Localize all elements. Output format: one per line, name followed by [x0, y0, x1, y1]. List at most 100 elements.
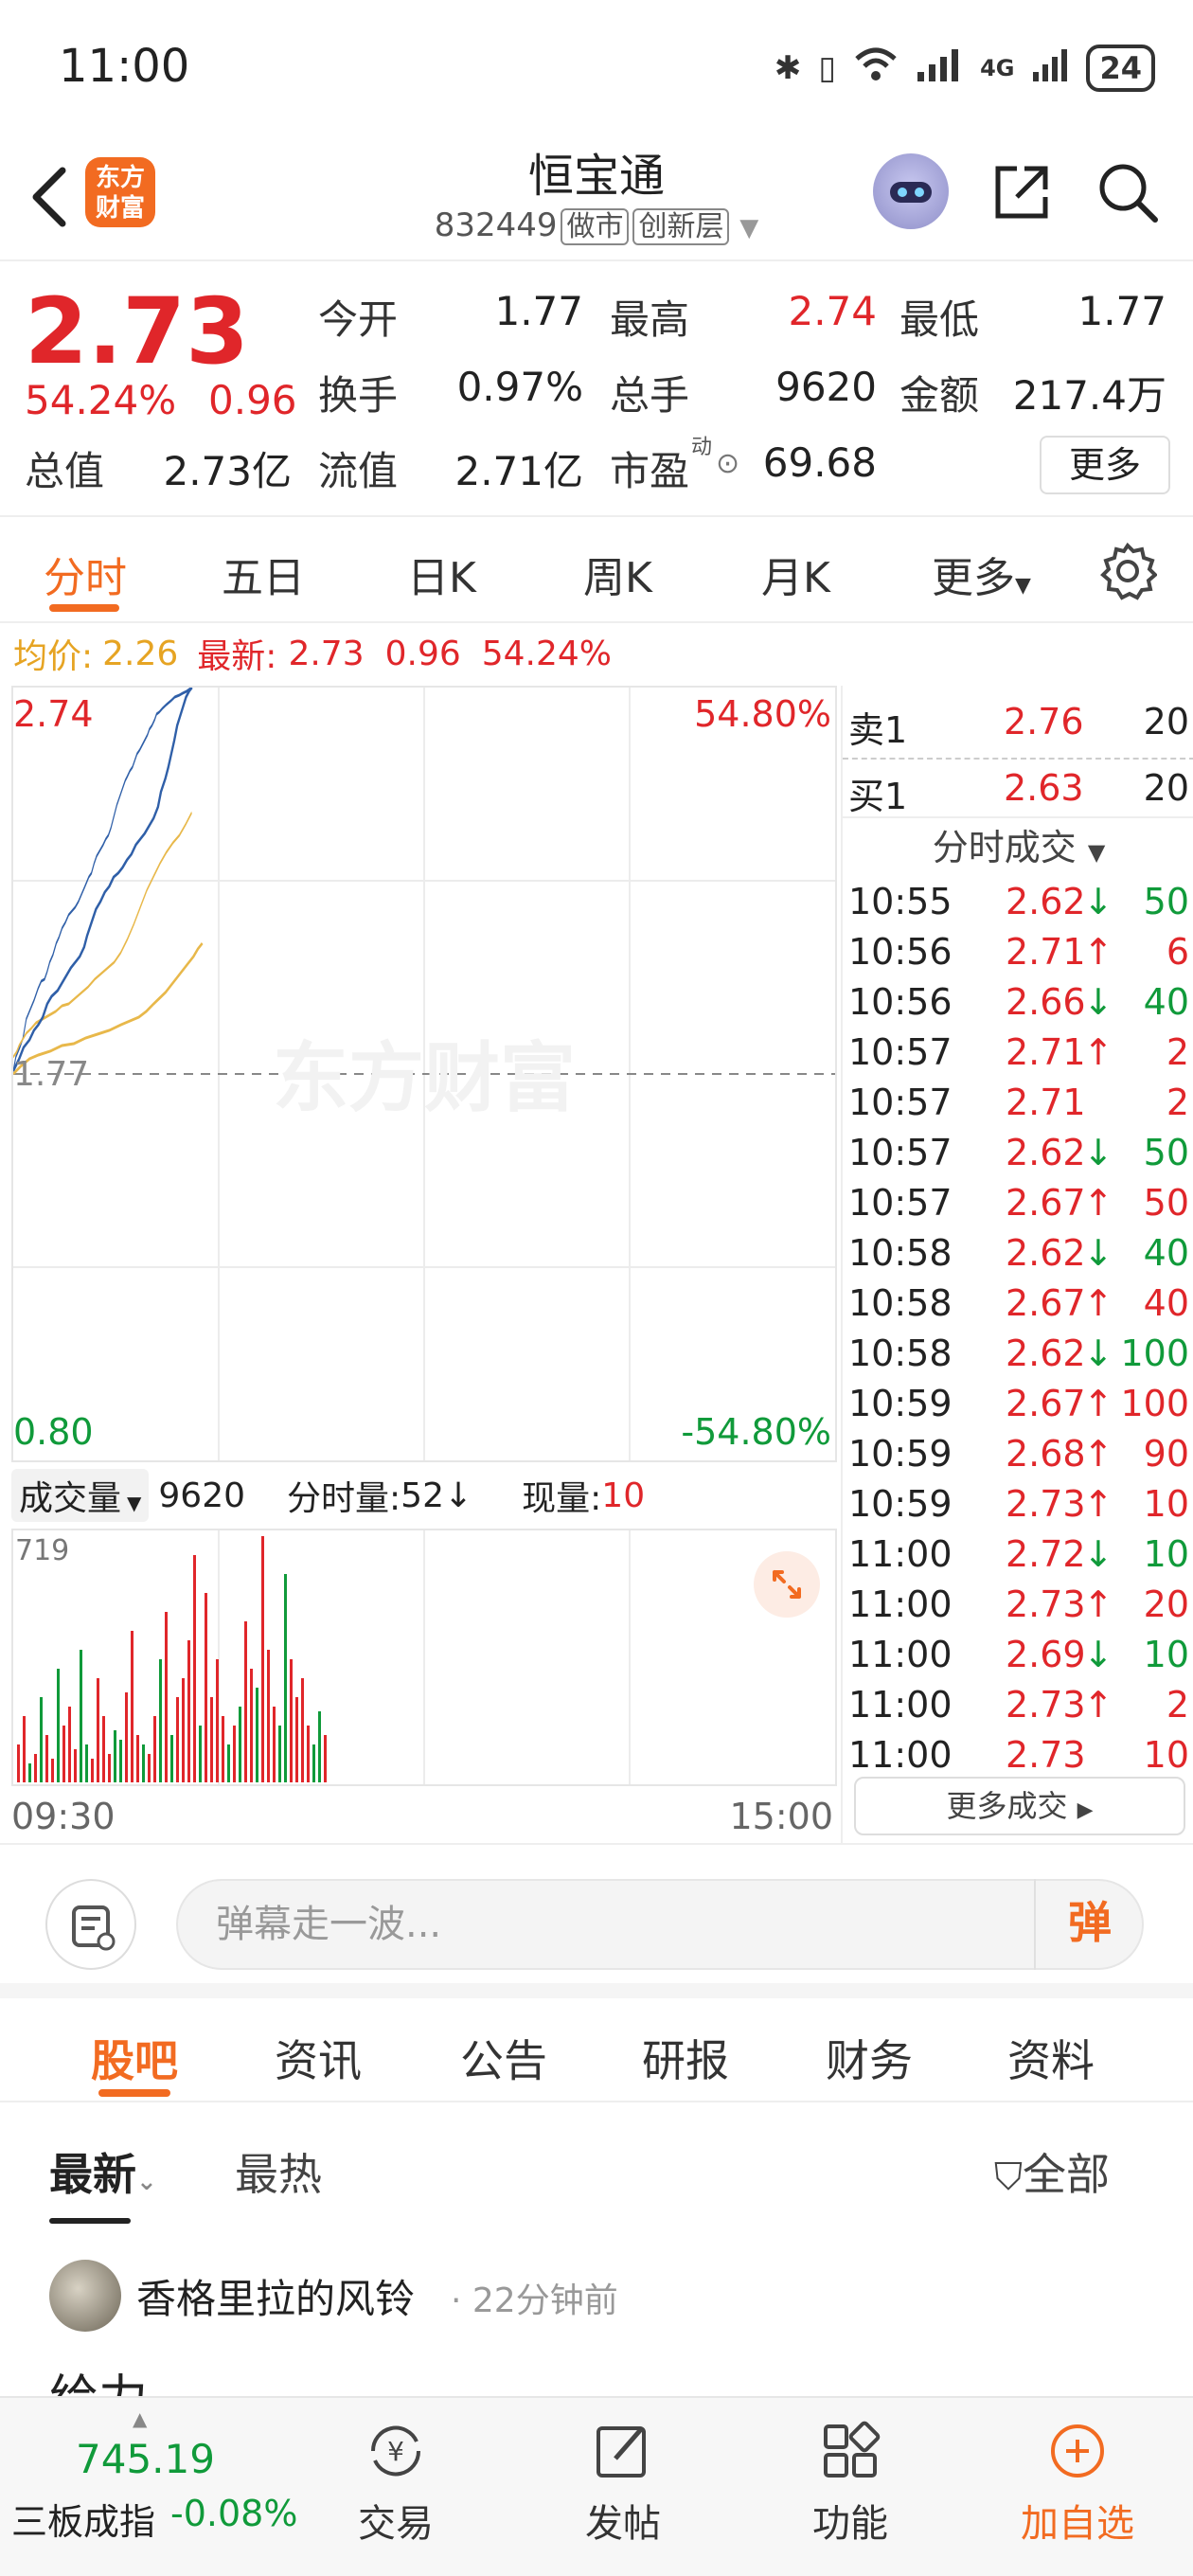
svg-text:¥: ¥ [387, 2436, 404, 2467]
volume-bar [148, 1754, 151, 1782]
volume-bar [199, 1726, 202, 1782]
post-username[interactable]: 香格里拉的风铃 [136, 2276, 416, 2322]
nav-functions-label: 功能 [812, 2502, 888, 2546]
trade-qty: 40 [1143, 1232, 1189, 1274]
volume-bar [324, 1735, 327, 1782]
tab-intraday[interactable]: 分时 [44, 554, 127, 602]
sort-underline [49, 2218, 131, 2224]
content-tabs: 股吧 资讯 公告 研报 财务 资料 [0, 1998, 1193, 2102]
gear-icon[interactable] [1098, 542, 1158, 600]
expand-icon[interactable] [754, 1551, 820, 1618]
trade-time: 10:58 [848, 1333, 953, 1374]
volume-bar [295, 1697, 298, 1782]
post-item[interactable]: 香格里拉的风铃 · 22分钟前 给力 [0, 2235, 1193, 2396]
tab-five-day[interactable]: 五日 [222, 554, 305, 602]
index-value[interactable]: 745.19 [76, 2436, 215, 2482]
volume-total: 9620 [158, 1476, 246, 1515]
sort-latest-label: 最新 [49, 2149, 136, 2200]
volume-bar [23, 1716, 26, 1782]
trade-qty: 50 [1143, 1182, 1189, 1224]
bid-1-qty: 20 [1143, 767, 1189, 809]
chevron-down-icon: ▼ [1015, 574, 1031, 598]
sort-hot[interactable]: 最热 [235, 2149, 322, 2200]
more-trades-button[interactable]: 更多成交 ▶ [854, 1777, 1185, 1835]
stock-subtitle: 832449 做市 创新层 ▼ [0, 203, 1193, 245]
tab-forum[interactable]: 股吧 [91, 2035, 178, 2086]
tab-more-label: 更多 [932, 554, 1015, 602]
avg-value: 2.26 [102, 634, 179, 673]
more-quote-button[interactable]: 更多 [1040, 436, 1170, 494]
current-volume-label: 现量: [522, 1479, 602, 1518]
volume-bar [261, 1536, 264, 1782]
assistant-robot-icon[interactable] [873, 153, 949, 229]
filter-all[interactable]: ⛉全部 [994, 2140, 1110, 2203]
volume-bar [187, 1640, 190, 1782]
back-icon[interactable] [21, 159, 78, 235]
tab-underline [98, 2089, 170, 2097]
volume-selector[interactable]: 成交量 ▼ [11, 1469, 150, 1522]
volume-bar [256, 1688, 258, 1782]
volume-bar [210, 1697, 213, 1782]
nav-post[interactable]: 发帖 [547, 2417, 699, 2548]
sort-latest[interactable]: 最新⌄ [49, 2140, 157, 2203]
volume-bar [28, 1763, 31, 1782]
trade-qty: 40 [1143, 1282, 1189, 1324]
nav-functions[interactable]: 功能 [775, 2417, 926, 2548]
tab-news[interactable]: 资讯 [275, 2035, 362, 2086]
post-time: · 22分钟前 [451, 2281, 618, 2320]
tab-daily-k[interactable]: 日K [407, 554, 476, 602]
vibrate-icon: ▯ [818, 49, 837, 87]
barrage-input[interactable]: 弹幕走一波... [176, 1879, 1144, 1970]
volume-bar [193, 1555, 196, 1782]
chevron-down-icon: ▼ [1087, 839, 1106, 866]
pe-info-icon[interactable]: ⊙ [716, 447, 740, 480]
tab-research[interactable]: 研报 [642, 2035, 729, 2086]
grid-icon [824, 2421, 881, 2478]
tab-announcements[interactable]: 公告 [460, 2035, 547, 2086]
volume-bar [250, 1669, 253, 1782]
time-axis-start: 09:30 [11, 1796, 116, 1837]
index-name[interactable]: 三板成指 [11, 2501, 156, 2543]
tab-finance[interactable]: 财务 [826, 2035, 913, 2086]
trade-row: 10:59 2.67 ↑ 100 [843, 1383, 1193, 1432]
volume-bar [205, 1593, 207, 1782]
nav-trade[interactable]: ¥ 交易 [320, 2417, 472, 2548]
value-float-cap: 2.71亿 [454, 448, 583, 494]
tab-profile[interactable]: 资料 [1007, 2035, 1095, 2086]
label-pe: 市盈 [610, 448, 690, 494]
trade-direction-icon: ↓ [1083, 881, 1113, 922]
share-icon[interactable] [988, 159, 1055, 225]
tab-more[interactable]: 更多▼ [932, 544, 1031, 604]
sort-row: 最新⌄ 最热 ⛉全部 [0, 2104, 1193, 2227]
volume-bar [273, 1707, 276, 1782]
trades-header[interactable]: 分时成交 ▼ [843, 818, 1193, 870]
dropdown-icon[interactable]: ▼ [739, 214, 759, 242]
volume-chart[interactable]: 719 [11, 1529, 837, 1786]
trade-price: 2.73 [1006, 1483, 1086, 1525]
pe-dynamic-badge: 动 [691, 436, 713, 459]
trade-time: 10:59 [848, 1433, 953, 1475]
trade-row: 10:57 2.62 ↓ 50 [843, 1132, 1193, 1181]
tab-monthly-k[interactable]: 月K [761, 554, 830, 602]
search-icon[interactable] [1095, 159, 1161, 225]
volume-bar [301, 1678, 304, 1782]
book-divider-2 [843, 816, 1193, 818]
barrage-send-button[interactable]: 弹 [1034, 1879, 1144, 1970]
trade-direction-icon: ↑ [1083, 931, 1113, 973]
barrage-settings-icon[interactable] [45, 1879, 136, 1970]
label-open: 今开 [318, 296, 399, 343]
avatar[interactable] [49, 2260, 121, 2332]
index-change[interactable]: -0.08% [170, 2493, 298, 2534]
ask-1-qty: 20 [1143, 701, 1189, 742]
volume-bar [51, 1759, 54, 1782]
nav-add-watchlist[interactable]: 加自选 [1002, 2417, 1153, 2548]
trade-price: 2.62 [1006, 881, 1086, 922]
book-divider [843, 758, 1193, 760]
label-turnover: 换手 [318, 372, 399, 419]
trade-time: 10:55 [848, 881, 953, 922]
tab-weekly-k[interactable]: 周K [583, 554, 652, 602]
volume-bars [17, 1536, 327, 1782]
intraday-price-chart[interactable]: 东方财富 2.74 54.80% 1.77 0.80 -54.80% [11, 686, 837, 1462]
chart-mid-price: 1.77 [13, 1055, 90, 1094]
trade-qty: 2 [1166, 1031, 1189, 1073]
